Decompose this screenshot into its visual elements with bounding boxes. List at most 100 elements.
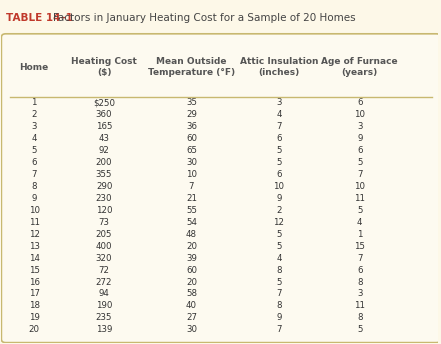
Text: 6: 6 [276,170,282,179]
Text: Heating Cost
($): Heating Cost ($) [71,57,137,77]
Text: 40: 40 [186,301,197,310]
Text: 7: 7 [189,182,194,191]
Text: 5: 5 [276,278,282,287]
Text: 4: 4 [357,218,363,227]
Text: 10: 10 [29,206,40,215]
Text: 15: 15 [354,242,365,251]
Text: 20: 20 [186,242,197,251]
Text: 6: 6 [357,98,363,107]
Text: 4: 4 [31,134,37,143]
Text: 5: 5 [357,206,363,215]
Text: 4: 4 [276,254,282,263]
Text: 10: 10 [354,182,365,191]
Text: 139: 139 [96,325,112,334]
Text: 8: 8 [276,301,282,310]
Text: 355: 355 [96,170,112,179]
Text: 18: 18 [29,301,40,310]
Text: 7: 7 [276,122,282,131]
Text: 30: 30 [186,325,197,334]
Text: 400: 400 [96,242,112,251]
Text: 230: 230 [96,194,112,203]
Text: 5: 5 [357,158,363,167]
Text: 205: 205 [96,230,112,239]
Text: 27: 27 [186,313,197,322]
Text: 9: 9 [276,313,282,322]
Text: 7: 7 [276,290,282,299]
Text: 92: 92 [99,146,109,155]
Text: 20: 20 [186,278,197,287]
Text: 290: 290 [96,182,112,191]
Text: 7: 7 [276,325,282,334]
Text: 58: 58 [186,290,197,299]
Text: 12: 12 [273,218,284,227]
Text: 6: 6 [357,146,363,155]
Text: 11: 11 [354,301,365,310]
Text: 3: 3 [357,122,363,131]
Text: 29: 29 [186,110,197,119]
Text: 8: 8 [276,266,282,275]
Text: 48: 48 [186,230,197,239]
Text: 4: 4 [276,110,282,119]
Text: 60: 60 [186,134,197,143]
Text: 20: 20 [29,325,40,334]
Text: 165: 165 [96,122,112,131]
Text: 19: 19 [29,313,40,322]
Text: Age of Furnace
(years): Age of Furnace (years) [321,57,398,77]
Text: 10: 10 [354,110,365,119]
Text: 11: 11 [29,218,40,227]
Text: 55: 55 [186,206,197,215]
Text: 1: 1 [31,98,37,107]
Text: 8: 8 [31,182,37,191]
Text: 43: 43 [99,134,110,143]
Text: Attic Insulation
(inches): Attic Insulation (inches) [239,57,318,77]
Text: Mean Outside
Temperature (°F): Mean Outside Temperature (°F) [148,57,235,77]
Text: Home: Home [19,63,49,72]
Text: 39: 39 [186,254,197,263]
Text: 21: 21 [186,194,197,203]
Text: 6: 6 [31,158,37,167]
Text: 5: 5 [31,146,37,155]
Text: 10: 10 [186,170,197,179]
Text: 5: 5 [276,230,282,239]
Text: 9: 9 [31,194,37,203]
Text: 94: 94 [99,290,109,299]
Text: 120: 120 [96,206,112,215]
Text: 272: 272 [96,278,112,287]
Text: 9: 9 [357,134,363,143]
Text: 30: 30 [186,158,197,167]
Text: 10: 10 [273,182,284,191]
FancyBboxPatch shape [1,34,441,343]
Text: 7: 7 [357,170,363,179]
Text: 73: 73 [99,218,110,227]
Text: TABLE 14–1: TABLE 14–1 [6,13,73,23]
Text: 16: 16 [29,278,40,287]
Text: 35: 35 [186,98,197,107]
Text: 9: 9 [276,194,282,203]
Text: 72: 72 [99,266,110,275]
Text: 17: 17 [29,290,40,299]
Text: 5: 5 [276,146,282,155]
Text: 7: 7 [31,170,37,179]
Text: 5: 5 [357,325,363,334]
Text: 2: 2 [276,206,282,215]
Text: 8: 8 [357,278,363,287]
Text: 15: 15 [29,266,40,275]
Text: 12: 12 [29,230,40,239]
Text: 235: 235 [96,313,112,322]
Text: 65: 65 [186,146,197,155]
Text: 320: 320 [96,254,112,263]
Text: 5: 5 [276,242,282,251]
Text: 54: 54 [186,218,197,227]
Text: 11: 11 [354,194,365,203]
Text: 2: 2 [31,110,37,119]
Text: 190: 190 [96,301,112,310]
Text: 1: 1 [357,230,363,239]
Text: 8: 8 [357,313,363,322]
Text: 6: 6 [276,134,282,143]
Text: 7: 7 [357,254,363,263]
Text: 60: 60 [186,266,197,275]
Text: 200: 200 [96,158,112,167]
Text: 36: 36 [186,122,197,131]
Text: 14: 14 [29,254,40,263]
Text: $250: $250 [93,98,115,107]
